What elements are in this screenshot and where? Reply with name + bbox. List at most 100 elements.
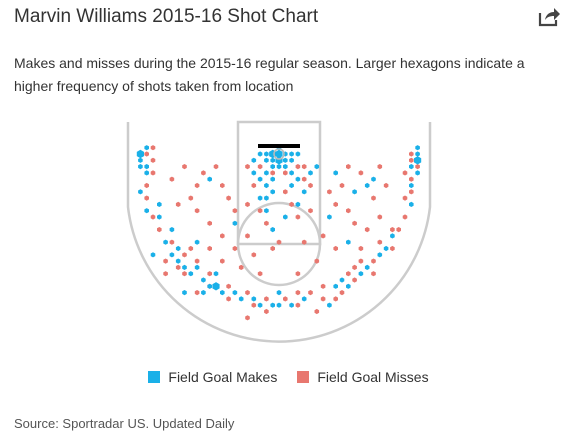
made-shot-hex (289, 170, 294, 176)
made-shot-hex (207, 283, 212, 289)
made-shot-hex (232, 290, 238, 296)
made-shot-hex (264, 151, 269, 157)
made-shot-hex (364, 264, 370, 270)
made-shot-hex (390, 233, 395, 239)
missed-shot-hex (251, 252, 257, 258)
made-shot-hex (144, 145, 149, 151)
made-shot-hex (333, 170, 338, 176)
made-shot-hex (295, 201, 301, 207)
missed-shot-hex (257, 208, 263, 214)
missed-shot-hex (352, 220, 357, 226)
made-shot-hex (264, 208, 269, 214)
missed-shot-hex (283, 189, 288, 195)
missed-shot-hex (402, 214, 408, 220)
made-shot-hex (383, 245, 389, 252)
made-shot-hex (295, 151, 301, 157)
made-shot-hex (327, 302, 332, 308)
made-shot-hex (182, 264, 187, 270)
missed-shot-hex (409, 189, 414, 195)
missed-shot-hex (270, 245, 275, 252)
missed-shot-hex (371, 271, 376, 277)
missed-shot-hex (194, 290, 200, 296)
missed-shot-hex (220, 233, 225, 239)
made-shot-hex (270, 164, 275, 170)
made-shot-hex (327, 214, 332, 220)
chart-subtitle: Makes and misses during the 2015-16 regu… (14, 55, 525, 94)
missed-shot-hex (264, 308, 269, 315)
made-shot-hex (295, 176, 301, 182)
missed-shot-hex (188, 195, 194, 201)
missed-shot-hex (295, 271, 301, 277)
made-shot-hex (308, 170, 313, 176)
made-shot-hex (358, 271, 364, 277)
missed-shot-hex (295, 290, 301, 296)
missed-shot-hex (270, 170, 275, 176)
share-icon[interactable] (537, 5, 561, 27)
legend-item-made: Field Goal Makes (148, 369, 277, 385)
made-shot-hex (301, 296, 307, 302)
made-shot-hex (157, 214, 162, 220)
made-shot-hex (201, 277, 206, 283)
three-point-line (126, 122, 432, 343)
made-shot-hex (289, 182, 294, 189)
missed-shot-hex (182, 164, 187, 170)
made-shot-hex (251, 170, 257, 176)
missed-shot-hex (226, 283, 231, 289)
missed-shot-hex (301, 239, 307, 245)
made-shot-hex (415, 151, 420, 157)
made-shot-hex (409, 164, 414, 170)
made-shot-hex (314, 164, 320, 170)
shot-chart-court (126, 120, 432, 343)
missed-shot-hex (188, 245, 194, 252)
missed-shot-hex (157, 227, 162, 233)
made-shot-hex (257, 195, 263, 201)
missed-shot-hex (283, 296, 288, 302)
missed-shot-hex (314, 258, 320, 264)
missed-shot-hex (339, 290, 345, 296)
made-shot-hex (414, 156, 422, 165)
made-shot-hex (301, 189, 307, 195)
missed-shot-hex (283, 170, 288, 176)
made-shot-hex (409, 201, 414, 207)
free-throw-circle-lower (236, 243, 322, 287)
missed-shot-hex (169, 176, 175, 182)
rim (273, 148, 285, 160)
missed-shot-hex (194, 258, 200, 264)
made-shot-hex (352, 189, 357, 195)
made-shot-hex (283, 164, 288, 170)
missed-shot-hex (226, 296, 231, 302)
made-shot-hex (415, 145, 420, 151)
made-shot-hex (201, 290, 206, 296)
made-shot-hex (364, 182, 370, 189)
made-shot-hex (346, 283, 351, 289)
made-shot-hex (283, 157, 288, 163)
made-shots (136, 145, 422, 308)
paint-lane (236, 120, 322, 246)
missed-shot-hex (144, 151, 149, 157)
missed-shot-hex (358, 170, 364, 176)
missed-shot-hex (207, 220, 212, 226)
made-shot-hex (283, 214, 288, 220)
made-shot-hex (371, 176, 376, 182)
missed-shot-hex (169, 239, 175, 245)
made-shot-hex (194, 239, 200, 245)
missed-shot-hex (238, 264, 244, 270)
made-shot-hex (289, 151, 294, 157)
missed-shot-hex (207, 271, 212, 277)
made-shot-hex (264, 157, 269, 163)
missed-shot-hex (257, 271, 263, 277)
missed-shot-hex (150, 214, 156, 220)
missed-shot-hex (409, 151, 414, 157)
made-shot-hex (144, 208, 149, 214)
missed-shot-hex (245, 233, 250, 239)
made-shot-hex (276, 290, 282, 296)
made-shot-hex (409, 182, 414, 189)
made-shot-hex (144, 170, 149, 176)
missed-shot-hex (320, 283, 326, 289)
missed-shot-hex (245, 164, 250, 170)
made-shot-hex (415, 170, 420, 176)
made-shot-hex (346, 239, 351, 245)
missed-shot-hex (415, 164, 420, 170)
chart-title: Marvin Williams 2015-16 Shot Chart (14, 6, 319, 27)
missed-shot-hex (396, 227, 401, 233)
